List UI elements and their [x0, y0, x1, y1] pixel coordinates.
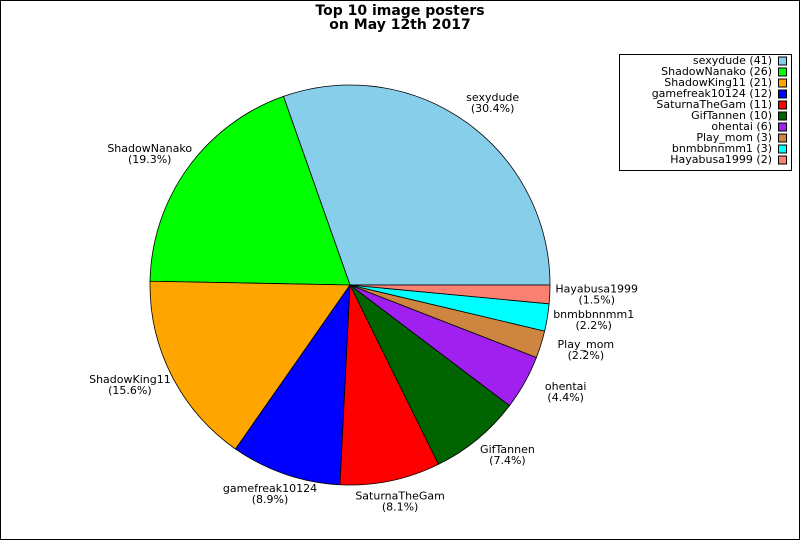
slice-value-label: (15.6%): [108, 384, 152, 397]
legend-label: sexydude (41): [693, 54, 772, 67]
legend-label: bnmbbnnmm1 (3): [672, 142, 772, 155]
slice-label: bnmbbnnmm1: [553, 308, 634, 321]
legend-swatch: [778, 67, 787, 77]
slice-label: GifTannen: [480, 443, 535, 456]
slice-label: ShadowKing11: [89, 373, 171, 386]
legend-box: [619, 54, 792, 171]
slice-label: gamefreak10124: [223, 482, 317, 495]
chart-subtitle: on May 12th 2017: [329, 17, 470, 33]
legend-swatch: [778, 78, 787, 88]
slice-label: ohentai: [545, 380, 587, 393]
legend-swatch: [778, 56, 787, 66]
slice-value-label: (19.3%): [128, 153, 172, 166]
legend-label: ShadowNanako (26): [661, 65, 772, 78]
pie-slice: [234, 283, 351, 486]
pie-slice: [349, 284, 551, 305]
legend-swatch: [778, 133, 787, 143]
slice-label: Play_mom: [558, 338, 615, 351]
legend-label: SaturnaTheGam (11): [656, 98, 772, 111]
slice-value-label: (2.2%): [568, 349, 605, 362]
legend-label: Play_mom (3): [696, 131, 772, 144]
slice-value-label: (8.9%): [252, 493, 289, 506]
slice-label: SaturnaTheGam: [355, 489, 445, 502]
pie-slice: [282, 84, 551, 286]
legend-label: GifTannen (10): [691, 109, 772, 122]
legend-label: ShadowKing11 (21): [664, 76, 772, 89]
legend-swatch: [778, 100, 787, 110]
legend-swatch: [778, 144, 787, 154]
pie-slice: [149, 280, 351, 450]
legend-swatch: [778, 111, 787, 121]
slice-label: sexydude: [466, 91, 519, 104]
legend-label: Hayabusa1999 (2): [670, 153, 772, 166]
slice-label: Hayabusa1999: [555, 282, 638, 295]
slice-value-label: (8.1%): [382, 500, 419, 513]
slice-value-label: (2.2%): [575, 319, 612, 332]
pie-slice: [149, 95, 351, 286]
chart-title: Top 10 image posters: [315, 3, 484, 19]
slice-value-label: (7.4%): [489, 454, 526, 467]
legend-label: ohentai (6): [711, 120, 772, 133]
legend-label: gamefreak10124 (12): [652, 87, 772, 100]
legend-swatch: [778, 155, 787, 165]
legend-swatch: [778, 122, 787, 132]
slice-value-label: (1.5%): [578, 293, 615, 306]
pie-slice: [339, 283, 440, 486]
slice-label: ShadowNanako: [107, 142, 192, 155]
slice-value-label: (30.4%): [471, 102, 515, 115]
slice-value-label: (4.4%): [547, 391, 584, 404]
legend-swatch: [778, 89, 787, 99]
